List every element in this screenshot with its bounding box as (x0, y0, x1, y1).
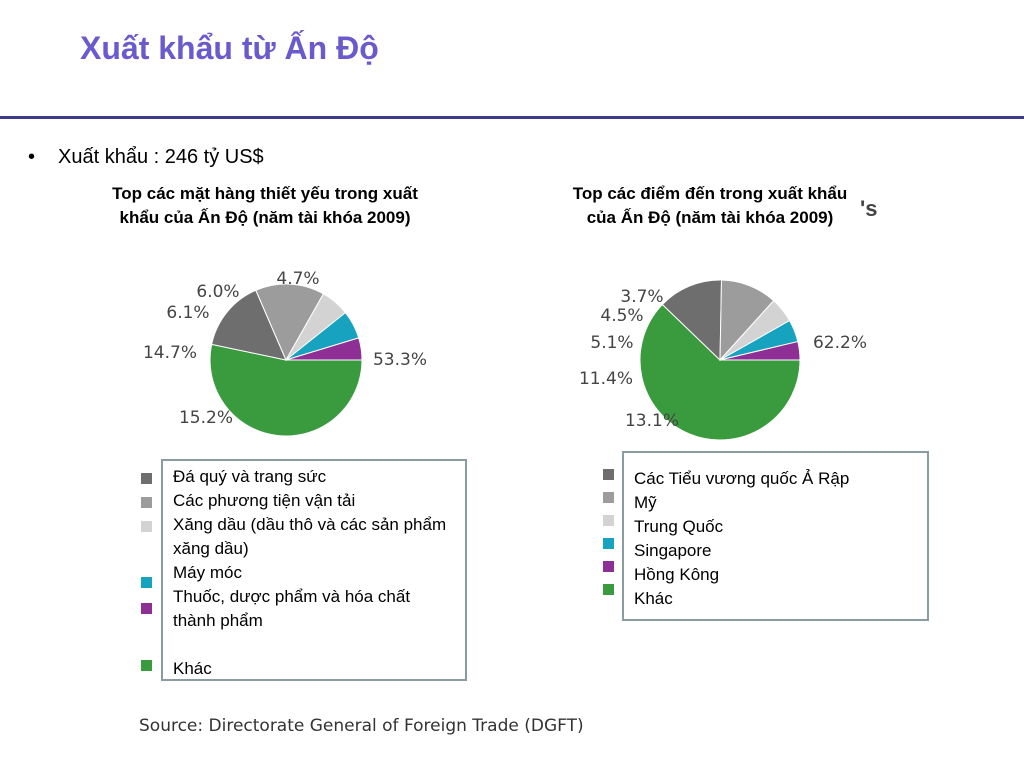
chart1-data-label-4: 6.1% (166, 303, 209, 323)
chart1-legend-swatch-2 (141, 497, 152, 508)
chart1-data-label-6: 4.7% (276, 269, 319, 289)
legend-item: Singapore (634, 541, 712, 560)
chart2-slice-2 (661, 279, 723, 362)
chart1-legend: Đá quý và trang sức Các phương tiện vận … (161, 459, 467, 681)
export-total-text: Xuất khẩu : 246 tỷ US$ (58, 146, 264, 168)
chart1-slice-1 (209, 343, 363, 437)
page-title: Xuất khẩu từ Ấn Độ (80, 30, 379, 66)
bullet-icon: • (28, 146, 36, 168)
chart1-slice-3 (255, 283, 325, 362)
chart1-slice-6 (285, 337, 363, 361)
legend-item: Các Tiểu vương quốc Ả Rập (634, 469, 850, 488)
legend-item: Xăng dầu (dầu thô và các sản phẩm xăng d… (173, 515, 447, 558)
legend-item: Thuốc, dược phẩm và hóa chất thành phẩm (173, 587, 411, 630)
chart1-pie: 53.3% 15.2% 14.7% 6.1%6.0% 4.7% (143, 269, 427, 437)
chart2-data-label-3: 11.4% (579, 369, 633, 389)
title-divider (0, 116, 1024, 119)
chart1-data-label-5: 6.0% (196, 282, 239, 302)
export-total-bullet: • Xuất khẩu : 246 tỷ US$ (28, 146, 264, 169)
chart1-legend-swatch-4 (141, 577, 152, 588)
chart1-data-label-3: 14.7% (143, 343, 197, 363)
chart2-slice-6 (719, 340, 801, 361)
chart2-legend-swatch-5 (603, 561, 614, 572)
chart2-legend-swatch-4 (603, 538, 614, 549)
chart1-legend-swatch-1 (141, 473, 152, 484)
legend-item: Đá quý và trang sức (173, 467, 327, 486)
legend-item: Máy móc (173, 563, 242, 582)
legend-item: Trung Quốc (634, 517, 724, 536)
chart1-title: Top các mặt hàng thiết yếu trong xuất kh… (112, 184, 418, 227)
legend-spacer (173, 633, 455, 657)
chart2-data-label-6: 3.7% (620, 287, 663, 307)
legend-item: Khác (173, 659, 212, 678)
source-note: Source: Directorate General of Foreign T… (139, 716, 584, 736)
chart1-legend-swatch-3 (141, 521, 152, 532)
chart2-legend-swatch-1 (603, 469, 614, 480)
chart2-title: Top các điểm đến trong xuất khẩu của Ấn … (572, 184, 848, 227)
stray-text-fragment: 's (860, 196, 878, 221)
legend-item: Các phương tiện vận tải (173, 491, 356, 510)
chart1-legend-swatch-6 (141, 660, 152, 671)
legend-item: Hồng Kông (634, 565, 720, 584)
chart1-legend-swatch-5 (141, 603, 152, 614)
chart2-legend-swatch-2 (603, 492, 614, 503)
chart1-slice-2 (211, 289, 287, 361)
chart2-data-label-2: 13.1% (625, 411, 679, 431)
chart2-pie: 62.2% 13.1% 11.4% 5.1% 4.5%3.7% (579, 279, 867, 441)
chart1-data-label-2: 15.2% (179, 408, 233, 428)
chart2-legend-swatch-6 (603, 584, 614, 595)
pie-charts: 53.3% 15.2% 14.7% 6.1%6.0% 4.7% 62.2% 13.1% 11… (143, 269, 867, 441)
chart2-slice-1 (639, 303, 801, 441)
legend-item: Khác (634, 589, 673, 608)
legend-item: Mỹ (634, 493, 657, 512)
chart2-legend-swatch-3 (603, 515, 614, 526)
chart2-data-label-1: 62.2% (813, 333, 867, 353)
chart2-data-label-4: 5.1% (590, 333, 633, 353)
chart2-data-label-5: 4.5% (600, 306, 643, 326)
chart2-legend: Các Tiểu vương quốc Ả Rập Mỹ Trung Quốc … (622, 451, 929, 621)
chart1-data-label-1: 53.3% (373, 350, 427, 370)
